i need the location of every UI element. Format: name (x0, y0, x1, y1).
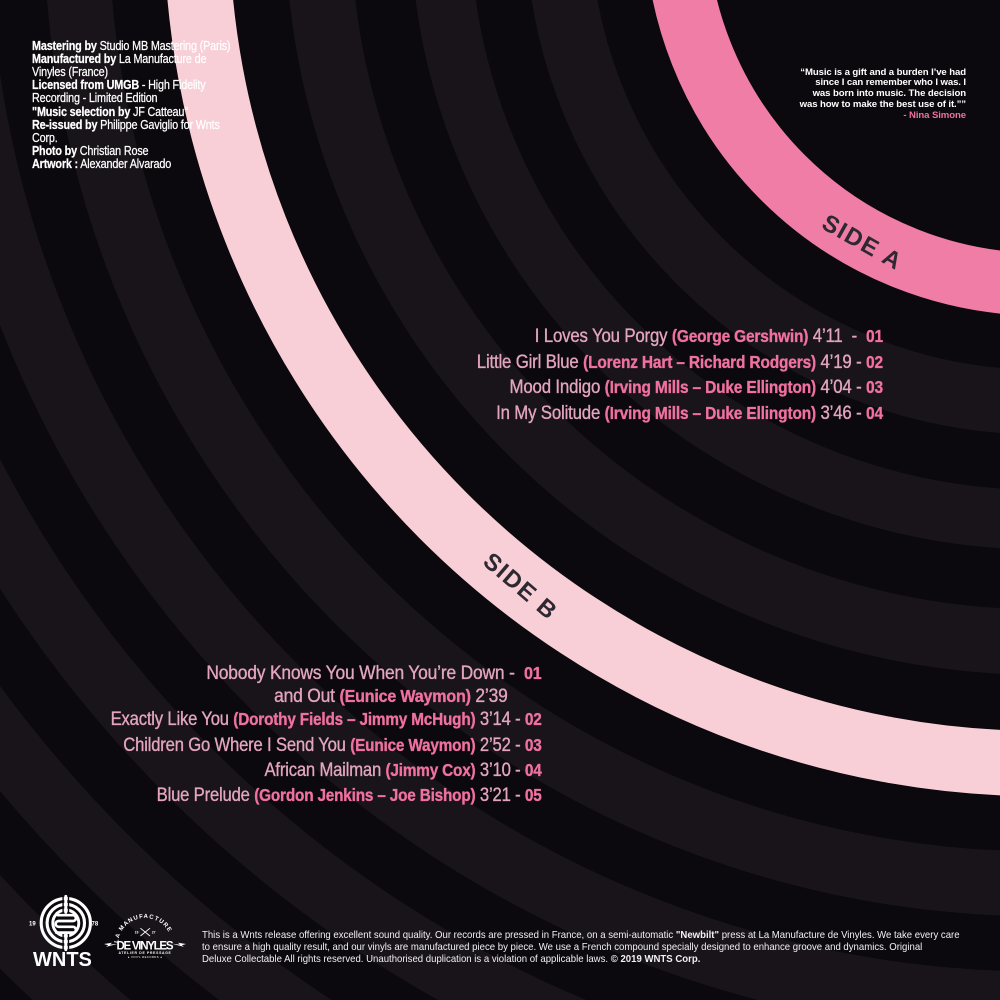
svg-text:19: 19 (29, 922, 36, 928)
svg-text:27: 27 (152, 931, 156, 935)
svg-text:LA MANUFACTURE: LA MANUFACTURE (114, 914, 173, 944)
svg-text:19: 19 (135, 931, 139, 935)
svg-text:DE VINYLES: DE VINYLES (117, 940, 174, 952)
svg-text:▸ VINYL RECORDS ◂: ▸ VINYL RECORDS ◂ (128, 955, 162, 959)
svg-text:ATELIER DE PRESSAGE: ATELIER DE PRESSAGE (119, 951, 172, 955)
svg-text:78: 78 (92, 922, 99, 928)
